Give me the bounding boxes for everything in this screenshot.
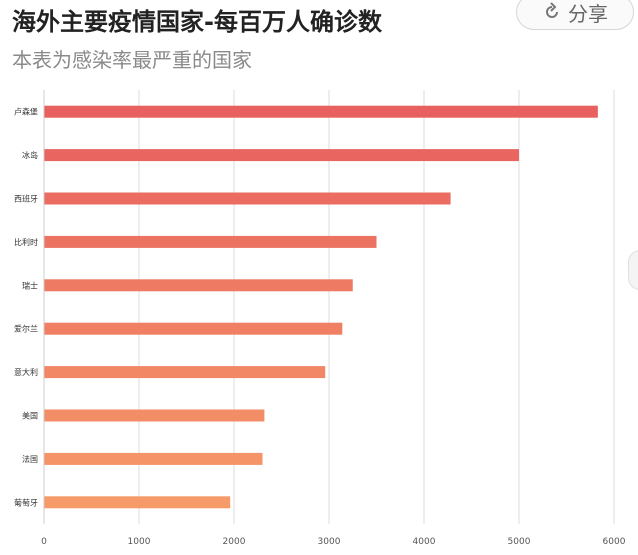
bar — [44, 496, 231, 509]
y-category-label: 比利时 — [14, 237, 38, 247]
bar — [44, 452, 263, 465]
x-tick-label: 6000 — [603, 537, 626, 547]
y-category-label: 卢森堡 — [14, 107, 38, 117]
x-tick-label: 0 — [41, 537, 47, 547]
y-category-label: 意大利 — [14, 367, 38, 377]
bar — [44, 409, 265, 422]
y-category-label: 瑞士 — [22, 280, 38, 290]
share-label: 分享 — [568, 1, 608, 26]
chart-subtitle: 本表为感染率最严重的国家 — [12, 48, 252, 72]
y-category-label: 美国 — [22, 411, 38, 421]
x-tick-label: 4000 — [413, 537, 436, 547]
bar — [44, 192, 451, 205]
bar — [44, 235, 377, 248]
x-tick-label: 5000 — [508, 537, 531, 547]
bar — [44, 105, 598, 118]
y-category-label: 法国 — [22, 454, 38, 464]
chart-title: 海外主要疫情国家-每百万人确诊数 — [12, 8, 382, 36]
y-category-label: 爱尔兰 — [14, 324, 38, 334]
x-tick-label: 1000 — [128, 537, 151, 547]
share-button[interactable]: 分享 — [516, 0, 634, 30]
x-tick-label: 2000 — [223, 537, 246, 547]
share-icon — [546, 2, 558, 18]
y-category-label: 冰岛 — [22, 150, 38, 160]
bar — [44, 279, 353, 292]
bar — [44, 322, 343, 335]
y-category-label: 葡萄牙 — [14, 497, 38, 507]
y-category-label: 西班牙 — [14, 194, 38, 204]
bar — [44, 366, 326, 379]
x-tick-label: 3000 — [318, 537, 341, 547]
bar — [44, 149, 519, 162]
